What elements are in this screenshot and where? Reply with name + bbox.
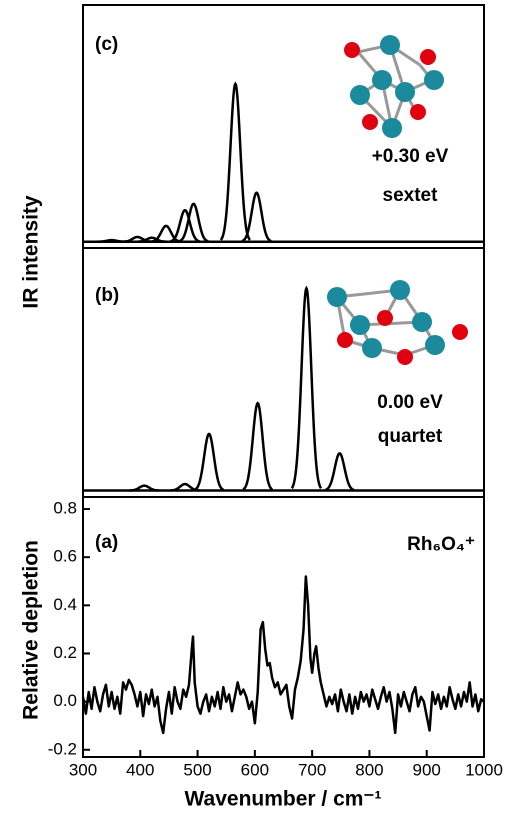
x-axis-label: Wavenumber / cm⁻¹ <box>184 788 381 811</box>
y-axis-label: IR intensity <box>20 195 43 309</box>
peak <box>243 403 272 489</box>
y-tick-label: 0.4 <box>53 595 77 614</box>
x-tick-label: 700 <box>298 760 326 779</box>
species-label: Rh₆O₄⁺ <box>407 534 475 555</box>
plot-frame <box>83 248 484 497</box>
y-tick-label: 0.6 <box>53 547 77 566</box>
y-tick-label: -0.2 <box>48 739 77 758</box>
peak <box>221 84 250 240</box>
panel-label: (a) <box>95 532 118 553</box>
page: IR intensity Relative depletion Wavenumb… <box>0 0 510 814</box>
x-tick-label: 400 <box>126 760 154 779</box>
energy-label: +0.30 eV <box>372 146 449 167</box>
spin-label: sextet <box>383 185 439 206</box>
panel-label: (b) <box>95 285 119 306</box>
x-tick-label: 1000 <box>465 760 503 779</box>
cluster-quartet <box>327 280 468 365</box>
x-tick-label: 800 <box>355 760 383 779</box>
peak <box>325 453 354 490</box>
peak <box>292 288 321 488</box>
panel-label: (c) <box>95 34 118 55</box>
cluster-sextet <box>344 35 444 138</box>
x-tick-label: 900 <box>413 760 441 779</box>
y-tick-label: 0.2 <box>53 643 77 662</box>
energy-label: 0.00 eV <box>377 392 443 413</box>
peak <box>242 193 271 241</box>
figure: IR intensity Relative depletion Wavenumb… <box>0 0 510 814</box>
y-tick-label: 0.0 <box>53 691 77 710</box>
x-tick-label: 600 <box>241 760 269 779</box>
y-tick-label: 0.8 <box>53 499 77 518</box>
plot-frame <box>83 5 484 248</box>
spin-label: quartet <box>378 426 443 447</box>
x-tick-label: 500 <box>183 760 211 779</box>
y-axis-label: Relative depletion <box>20 540 43 720</box>
peak <box>194 434 223 490</box>
spectrum-line <box>83 576 484 732</box>
x-tick-label: 300 <box>69 760 97 779</box>
